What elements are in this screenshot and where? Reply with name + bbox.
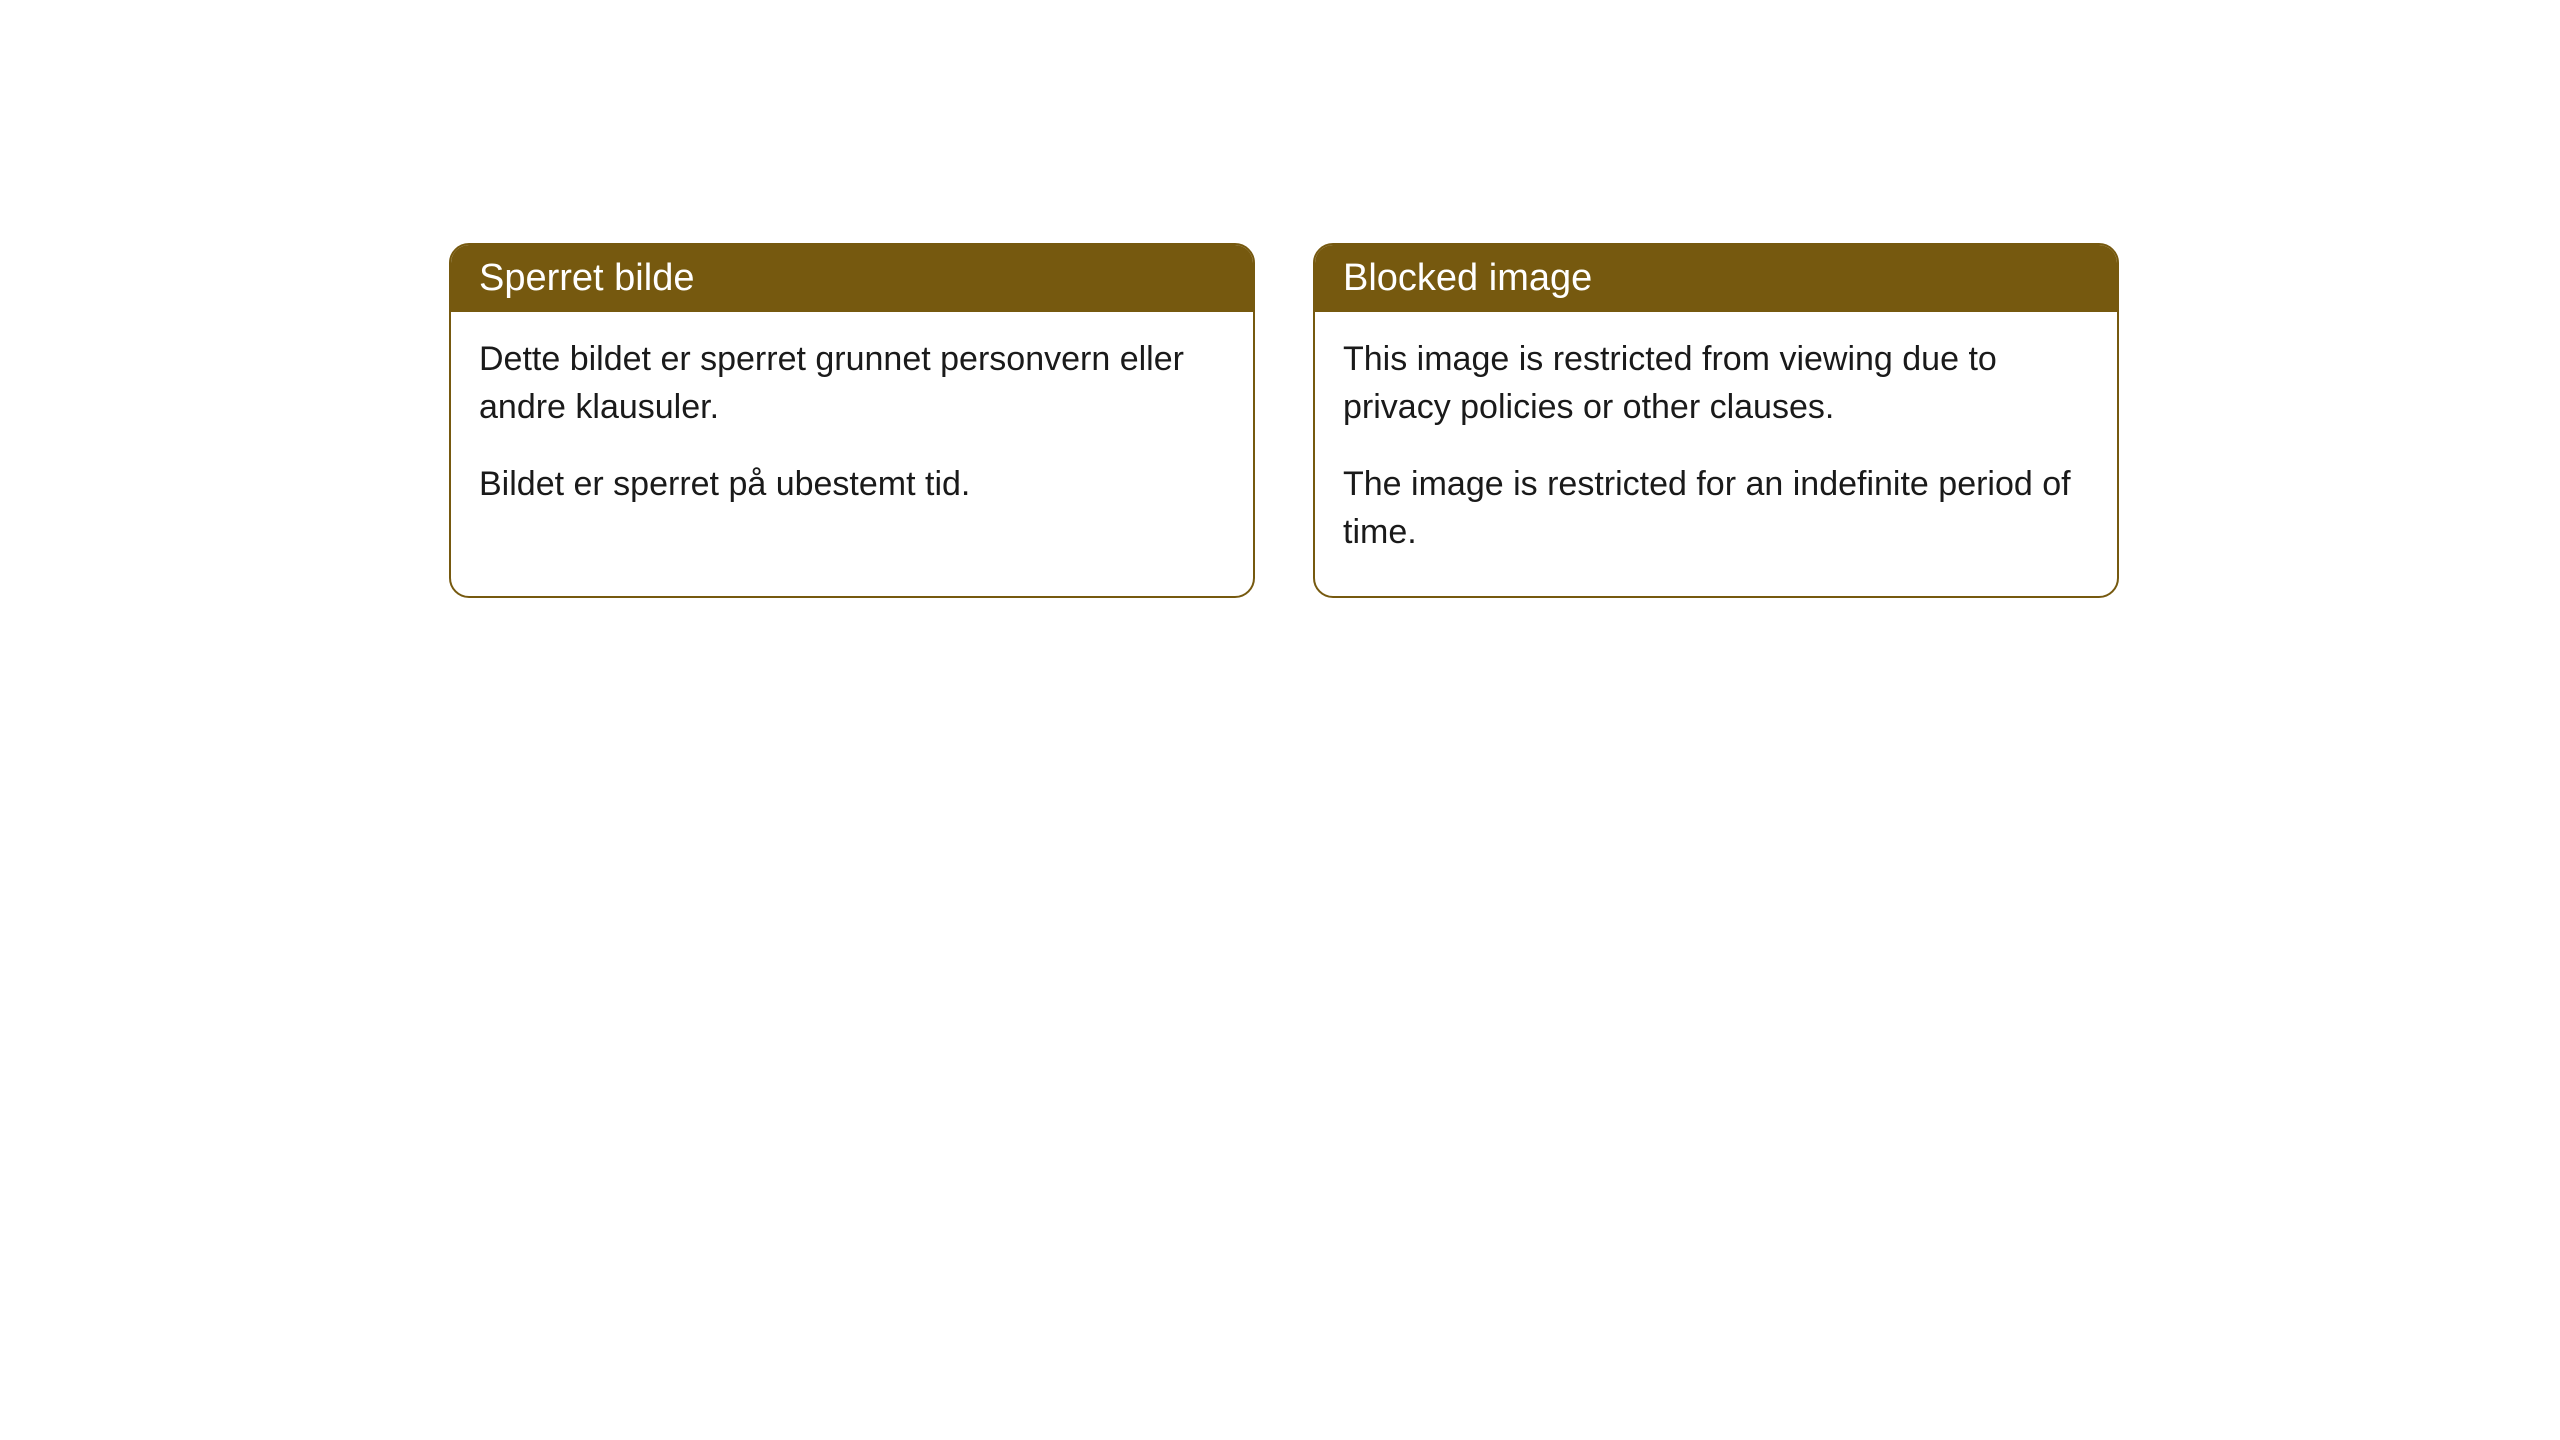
card-paragraph: This image is restricted from viewing du… xyxy=(1343,336,2089,431)
card-body-english: This image is restricted from viewing du… xyxy=(1315,312,2117,596)
cards-container: Sperret bilde Dette bildet er sperret gr… xyxy=(449,243,2119,598)
card-paragraph: Dette bildet er sperret grunnet personve… xyxy=(479,336,1225,431)
card-header-norwegian: Sperret bilde xyxy=(451,245,1253,312)
card-header-english: Blocked image xyxy=(1315,245,2117,312)
card-norwegian: Sperret bilde Dette bildet er sperret gr… xyxy=(449,243,1255,598)
card-body-norwegian: Dette bildet er sperret grunnet personve… xyxy=(451,312,1253,549)
card-paragraph: Bildet er sperret på ubestemt tid. xyxy=(479,461,1225,509)
card-english: Blocked image This image is restricted f… xyxy=(1313,243,2119,598)
card-paragraph: The image is restricted for an indefinit… xyxy=(1343,461,2089,556)
